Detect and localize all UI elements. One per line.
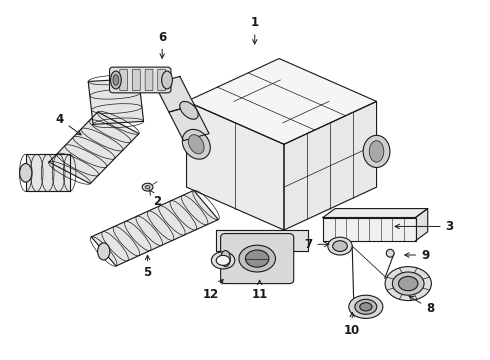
Ellipse shape xyxy=(113,75,119,85)
Polygon shape xyxy=(154,76,195,112)
Polygon shape xyxy=(416,208,428,241)
Polygon shape xyxy=(49,112,139,184)
Text: 11: 11 xyxy=(251,280,268,301)
Ellipse shape xyxy=(385,267,431,301)
Polygon shape xyxy=(323,217,416,241)
Ellipse shape xyxy=(392,272,424,295)
Ellipse shape xyxy=(216,255,230,265)
Ellipse shape xyxy=(355,299,377,314)
Ellipse shape xyxy=(328,237,352,255)
Ellipse shape xyxy=(98,243,110,260)
Polygon shape xyxy=(284,102,376,230)
Ellipse shape xyxy=(180,102,198,119)
Ellipse shape xyxy=(182,129,210,159)
Ellipse shape xyxy=(349,295,383,319)
FancyBboxPatch shape xyxy=(145,69,153,91)
Ellipse shape xyxy=(189,135,204,154)
FancyBboxPatch shape xyxy=(110,67,171,93)
Text: 12: 12 xyxy=(203,279,223,301)
Ellipse shape xyxy=(211,252,235,269)
Ellipse shape xyxy=(162,71,172,89)
Ellipse shape xyxy=(360,303,372,311)
Text: 5: 5 xyxy=(144,255,152,279)
Text: 2: 2 xyxy=(149,190,161,208)
FancyBboxPatch shape xyxy=(132,69,140,91)
Polygon shape xyxy=(26,154,70,192)
Ellipse shape xyxy=(333,241,347,251)
FancyBboxPatch shape xyxy=(120,69,127,91)
Polygon shape xyxy=(187,102,284,230)
Ellipse shape xyxy=(398,276,418,291)
Polygon shape xyxy=(92,190,219,266)
Ellipse shape xyxy=(363,135,390,167)
Text: 6: 6 xyxy=(158,31,166,58)
Ellipse shape xyxy=(369,141,384,162)
Ellipse shape xyxy=(386,249,394,257)
Text: 7: 7 xyxy=(304,238,329,251)
Ellipse shape xyxy=(239,245,275,272)
Ellipse shape xyxy=(245,250,269,267)
Polygon shape xyxy=(169,105,209,141)
Text: 10: 10 xyxy=(344,312,360,337)
Text: 4: 4 xyxy=(56,113,81,135)
Ellipse shape xyxy=(111,71,121,89)
FancyBboxPatch shape xyxy=(158,69,166,91)
Polygon shape xyxy=(216,230,308,251)
Text: 1: 1 xyxy=(251,16,259,44)
Text: 8: 8 xyxy=(409,296,434,315)
Ellipse shape xyxy=(145,185,150,189)
Text: 9: 9 xyxy=(405,248,429,261)
Text: 3: 3 xyxy=(395,220,454,233)
Ellipse shape xyxy=(20,163,32,182)
Polygon shape xyxy=(88,78,144,125)
Polygon shape xyxy=(323,208,428,217)
Polygon shape xyxy=(187,59,376,144)
Ellipse shape xyxy=(142,183,153,191)
FancyBboxPatch shape xyxy=(220,234,294,284)
Ellipse shape xyxy=(220,251,230,267)
